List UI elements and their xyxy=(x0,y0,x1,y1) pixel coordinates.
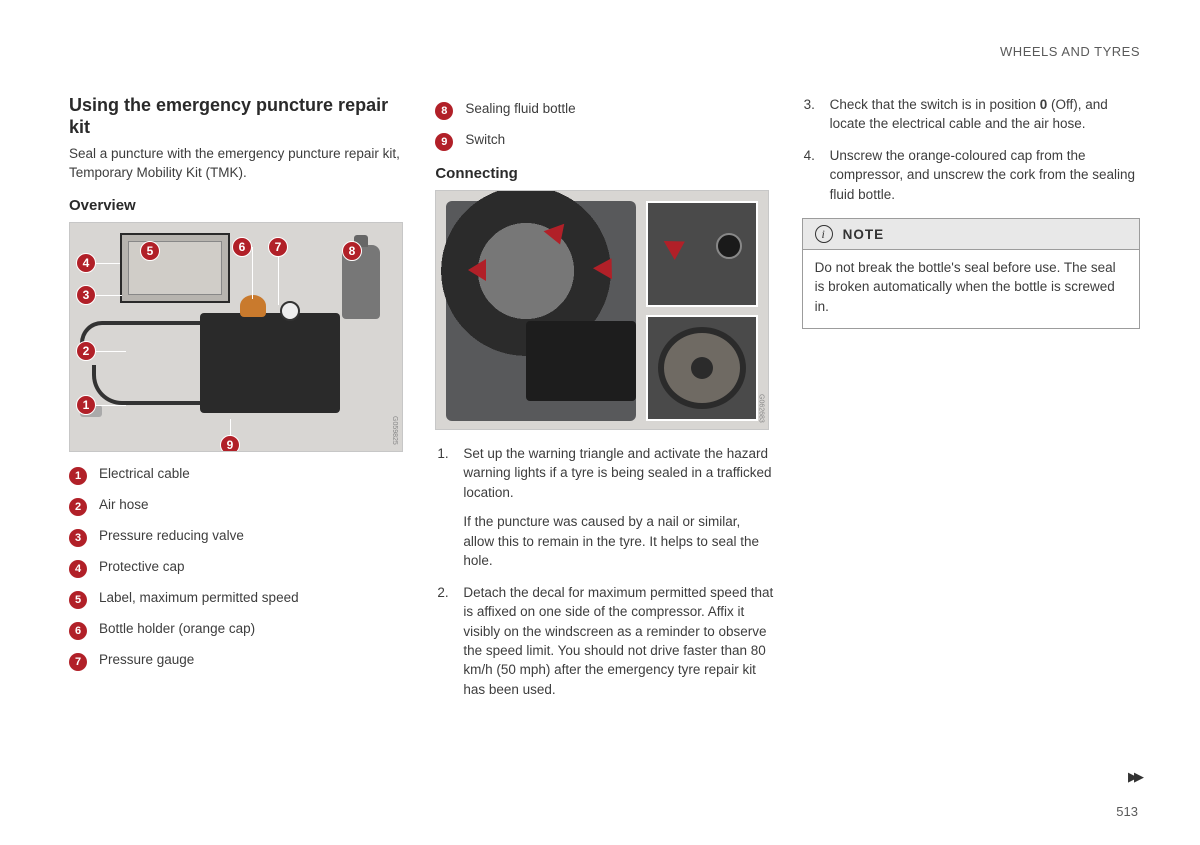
column-3: Check that the switch is in position 0 (… xyxy=(802,95,1140,711)
callout-9: 9 xyxy=(220,435,240,452)
three-column-layout: Using the emergency puncture repair kit … xyxy=(69,95,1140,711)
step-text: Set up the warning triangle and activate… xyxy=(463,444,773,502)
step-1: Set up the warning triangle and activate… xyxy=(435,444,773,571)
legend-item: 6 Bottle holder (orange cap) xyxy=(69,621,407,640)
callout-4: 4 xyxy=(76,253,96,273)
intro-text: Seal a puncture with the emergency punct… xyxy=(69,145,407,183)
legend-badge: 1 xyxy=(69,467,87,485)
step-text: If the puncture was caused by a nail or … xyxy=(463,512,773,570)
legend-list: 1 Electrical cable 2 Air hose 3 Pressure re… xyxy=(69,466,407,671)
leader-line xyxy=(252,247,253,299)
leader-line xyxy=(96,405,126,406)
step-4: Unscrew the orange-coloured cap from the… xyxy=(802,146,1140,204)
callout-8: 8 xyxy=(342,241,362,261)
overview-heading: Overview xyxy=(69,197,407,214)
socket-graphic xyxy=(716,233,742,259)
column-2: 8 Sealing fluid bottle 9 Switch Connecting… xyxy=(435,95,773,711)
orange-cap-graphic xyxy=(240,295,266,317)
figure-attribution: G062683 xyxy=(757,394,764,423)
legend-item: 8 Sealing fluid bottle xyxy=(435,101,773,120)
legend-item: 7 Pressure gauge xyxy=(69,652,407,671)
note-body: Do not break the bottle's seal before us… xyxy=(803,250,1139,327)
leader-line xyxy=(96,295,122,296)
air-hose-graphic xyxy=(80,321,202,351)
step-2: Detach the decal for maximum permitted s… xyxy=(435,583,773,700)
legend-item: 4 Protective cap xyxy=(69,559,407,578)
note-title: NOTE xyxy=(843,227,885,242)
arrow-icon xyxy=(664,232,691,260)
legend-item: 1 Electrical cable xyxy=(69,466,407,485)
speed-label-inset: 80 xyxy=(120,233,230,303)
legend-label: Protective cap xyxy=(99,559,185,574)
step-text: Unscrew the orange-coloured cap from the… xyxy=(830,146,1140,204)
step-text: Check that the switch is in position 0 (… xyxy=(830,95,1140,134)
legend-item: 3 Pressure reducing valve xyxy=(69,528,407,547)
callout-3: 3 xyxy=(76,285,96,305)
legend-badge: 9 xyxy=(435,133,453,151)
legend-badge: 8 xyxy=(435,102,453,120)
legend-label: Bottle holder (orange cap) xyxy=(99,621,255,636)
connecting-figure: G062683 xyxy=(435,190,769,430)
column-1: Using the emergency puncture repair kit … xyxy=(69,95,407,711)
step-3: Check that the switch is in position 0 (… xyxy=(802,95,1140,134)
dashboard-inset xyxy=(646,315,758,421)
page-number: 513 xyxy=(1116,804,1138,819)
pressure-gauge-graphic xyxy=(280,301,300,321)
info-icon: i xyxy=(815,225,833,243)
legend-label: Switch xyxy=(465,132,505,147)
electrical-cable-graphic xyxy=(92,365,202,405)
callout-2: 2 xyxy=(76,341,96,361)
legend-badge: 7 xyxy=(69,653,87,671)
legend-badge: 6 xyxy=(69,622,87,640)
legend-item: 9 Switch xyxy=(435,132,773,151)
callout-5: 5 xyxy=(140,241,160,261)
leader-line xyxy=(96,263,120,264)
continued-indicator-icon: ▶▶ xyxy=(1128,769,1140,785)
legend-badge: 3 xyxy=(69,529,87,547)
legend-badge: 5 xyxy=(69,591,87,609)
legend-label: Electrical cable xyxy=(99,466,190,481)
wheel-panel xyxy=(446,201,636,421)
legend-badge: 4 xyxy=(69,560,87,578)
power-socket-inset xyxy=(646,201,758,307)
steps-list-3-4: Check that the switch is in position 0 (… xyxy=(802,95,1140,204)
compressor-graphic xyxy=(526,321,636,401)
section-header: WHEELS AND TYRES xyxy=(1000,44,1140,59)
compressor-graphic xyxy=(200,313,340,413)
legend-badge: 2 xyxy=(69,498,87,516)
legend-list-continued: 8 Sealing fluid bottle 9 Switch xyxy=(435,101,773,151)
steering-wheel-graphic xyxy=(658,327,746,409)
figure-attribution: G059825 xyxy=(391,416,398,445)
steps-list-1-2: Set up the warning triangle and activate… xyxy=(435,444,773,699)
legend-label: Label, maximum permitted speed xyxy=(99,590,299,605)
legend-item: 5 Label, maximum permitted speed xyxy=(69,590,407,609)
legend-label: Air hose xyxy=(99,497,149,512)
note-header: i NOTE xyxy=(803,219,1139,250)
arrow-icon xyxy=(468,259,486,281)
leader-line xyxy=(230,419,231,437)
leader-line xyxy=(96,351,126,352)
page-title: Using the emergency puncture repair kit xyxy=(69,95,407,139)
overview-figure: 80 1 2 3 4 5 6 7 8 9 G059825 xyxy=(69,222,403,452)
note-box: i NOTE Do not break the bottle's seal be… xyxy=(802,218,1140,328)
callout-1: 1 xyxy=(76,395,96,415)
legend-label: Pressure reducing valve xyxy=(99,528,244,543)
callout-7: 7 xyxy=(268,237,288,257)
legend-label: Sealing fluid bottle xyxy=(465,101,575,116)
legend-item: 2 Air hose xyxy=(69,497,407,516)
step-text: Detach the decal for maximum permitted s… xyxy=(463,583,773,700)
callout-6: 6 xyxy=(232,237,252,257)
legend-label: Pressure gauge xyxy=(99,652,194,667)
connecting-heading: Connecting xyxy=(435,165,773,182)
